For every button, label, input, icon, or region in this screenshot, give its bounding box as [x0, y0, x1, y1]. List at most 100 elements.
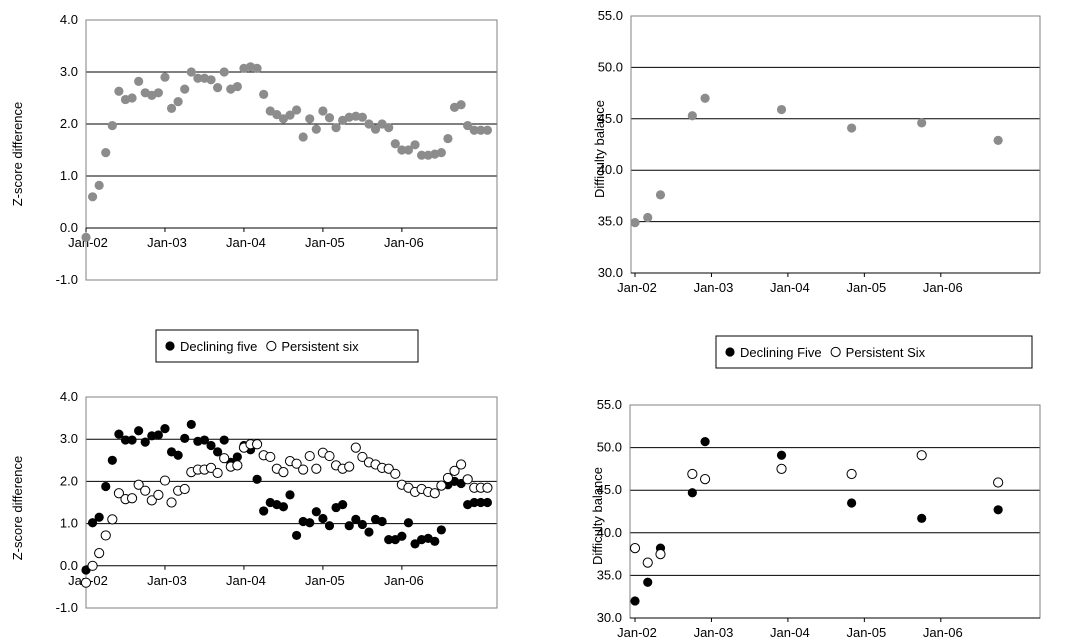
declining-five-point	[643, 577, 653, 587]
series-point	[311, 124, 321, 134]
zscore-groups-chart: -1.00.01.02.03.04.0Jan-02Jan-03Jan-04Jan…	[10, 329, 498, 615]
x-tick-label: Jan-05	[846, 280, 886, 295]
persistent-six-point	[133, 479, 144, 490]
series-point	[134, 76, 144, 86]
declining-five-point	[259, 506, 269, 516]
legend-marker	[165, 341, 175, 351]
legend-label: Persistent six	[281, 339, 359, 354]
x-tick-label: Jan-03	[147, 235, 187, 250]
series-point	[94, 180, 104, 190]
declining-five-point	[436, 525, 446, 535]
series-point	[166, 103, 177, 113]
persistent-six-point	[232, 460, 243, 471]
persistent-six-point	[687, 468, 698, 480]
persistent-six-point	[462, 474, 473, 485]
series-point	[252, 63, 262, 73]
persistent-six-point	[350, 442, 361, 453]
x-tick-label: Jan-02	[617, 625, 657, 640]
declining-five-point	[252, 474, 262, 484]
series-point	[153, 88, 163, 98]
series-point	[87, 192, 98, 202]
series-point	[357, 112, 367, 122]
declining-five-point	[338, 500, 348, 510]
y-tick-label: 45.0	[598, 111, 623, 126]
declining-five-point	[219, 435, 229, 445]
declining-five-point	[127, 435, 137, 445]
declining-five-point	[305, 518, 315, 528]
series-point	[463, 120, 473, 131]
persistent-six-point	[916, 450, 927, 461]
series-point	[180, 84, 190, 94]
declining-five-point	[311, 507, 321, 517]
declining-five-point	[917, 513, 927, 523]
series-point	[482, 125, 493, 135]
x-tick-label: Jan-06	[923, 625, 963, 640]
x-tick-label: Jan-06	[384, 235, 424, 250]
y-tick-label: 30.0	[598, 265, 623, 280]
declining-five-point	[482, 497, 493, 508]
series-point	[206, 75, 216, 85]
y-tick-label: 0.0	[60, 558, 78, 573]
series-point	[443, 133, 453, 144]
series-point	[160, 72, 170, 82]
persistent-six-point	[126, 493, 138, 504]
persistent-six-point	[113, 488, 125, 499]
declining-five-point	[291, 530, 302, 541]
persistent-six-point	[179, 483, 190, 495]
plot-frame	[629, 404, 1041, 619]
series-point	[364, 119, 374, 129]
x-tick-label: Jan-05	[305, 573, 345, 588]
declining-five-point	[160, 424, 170, 434]
x-tick-label: Jan-04	[770, 280, 810, 295]
x-tick-label: Jan-04	[226, 235, 266, 250]
series-point	[476, 125, 486, 135]
series-point	[324, 113, 335, 123]
y-tick-label: 4.0	[60, 389, 78, 404]
declining-five-point	[278, 502, 289, 512]
legend-marker	[725, 347, 735, 357]
x-tick-label: Jan-05	[305, 235, 345, 250]
declining-five-point	[687, 488, 697, 498]
declining-five-point	[357, 519, 367, 530]
plot-frame	[630, 15, 1041, 274]
series-point	[173, 97, 183, 107]
series-point	[318, 106, 328, 116]
series-point	[917, 118, 927, 128]
declining-five-point	[993, 505, 1003, 515]
persistent-six-point	[80, 577, 92, 588]
y-tick-label: 55.0	[597, 397, 622, 412]
y-tick-label: 4.0	[60, 12, 78, 27]
declining-five-point	[114, 429, 124, 439]
series-point	[630, 218, 640, 228]
x-tick-label: Jan-03	[147, 573, 187, 588]
persistent-six-point	[436, 480, 447, 491]
persistent-six-point	[140, 485, 151, 496]
series-point	[101, 148, 111, 158]
legend-label: Declining Five	[740, 345, 822, 360]
persistent-six-point	[219, 453, 230, 464]
declining-five-point	[94, 512, 104, 522]
declining-five-point	[134, 426, 144, 436]
persistent-six-point	[642, 557, 653, 568]
persistent-six-point	[846, 468, 857, 480]
series-point	[259, 89, 269, 99]
y-tick-label: -1.0	[56, 600, 78, 615]
series-point	[384, 123, 394, 133]
series-point	[403, 145, 414, 155]
declining-five-point	[403, 518, 414, 528]
series-point	[305, 114, 315, 124]
series-point	[107, 120, 117, 131]
declining-five-point	[199, 435, 210, 445]
legend-box	[155, 329, 419, 363]
declining-five-point	[87, 518, 98, 528]
declining-five-point	[397, 531, 407, 541]
y-axis-title: Z-score difference	[10, 456, 25, 561]
declining-five-point	[180, 433, 190, 443]
x-tick-label: Jan-03	[694, 280, 734, 295]
series-point	[643, 212, 653, 223]
declining-five-point	[700, 437, 710, 447]
legend-marker	[266, 340, 277, 352]
legend-box	[715, 335, 1033, 369]
persistent-six-point	[449, 465, 460, 476]
y-tick-label: 30.0	[597, 610, 622, 625]
